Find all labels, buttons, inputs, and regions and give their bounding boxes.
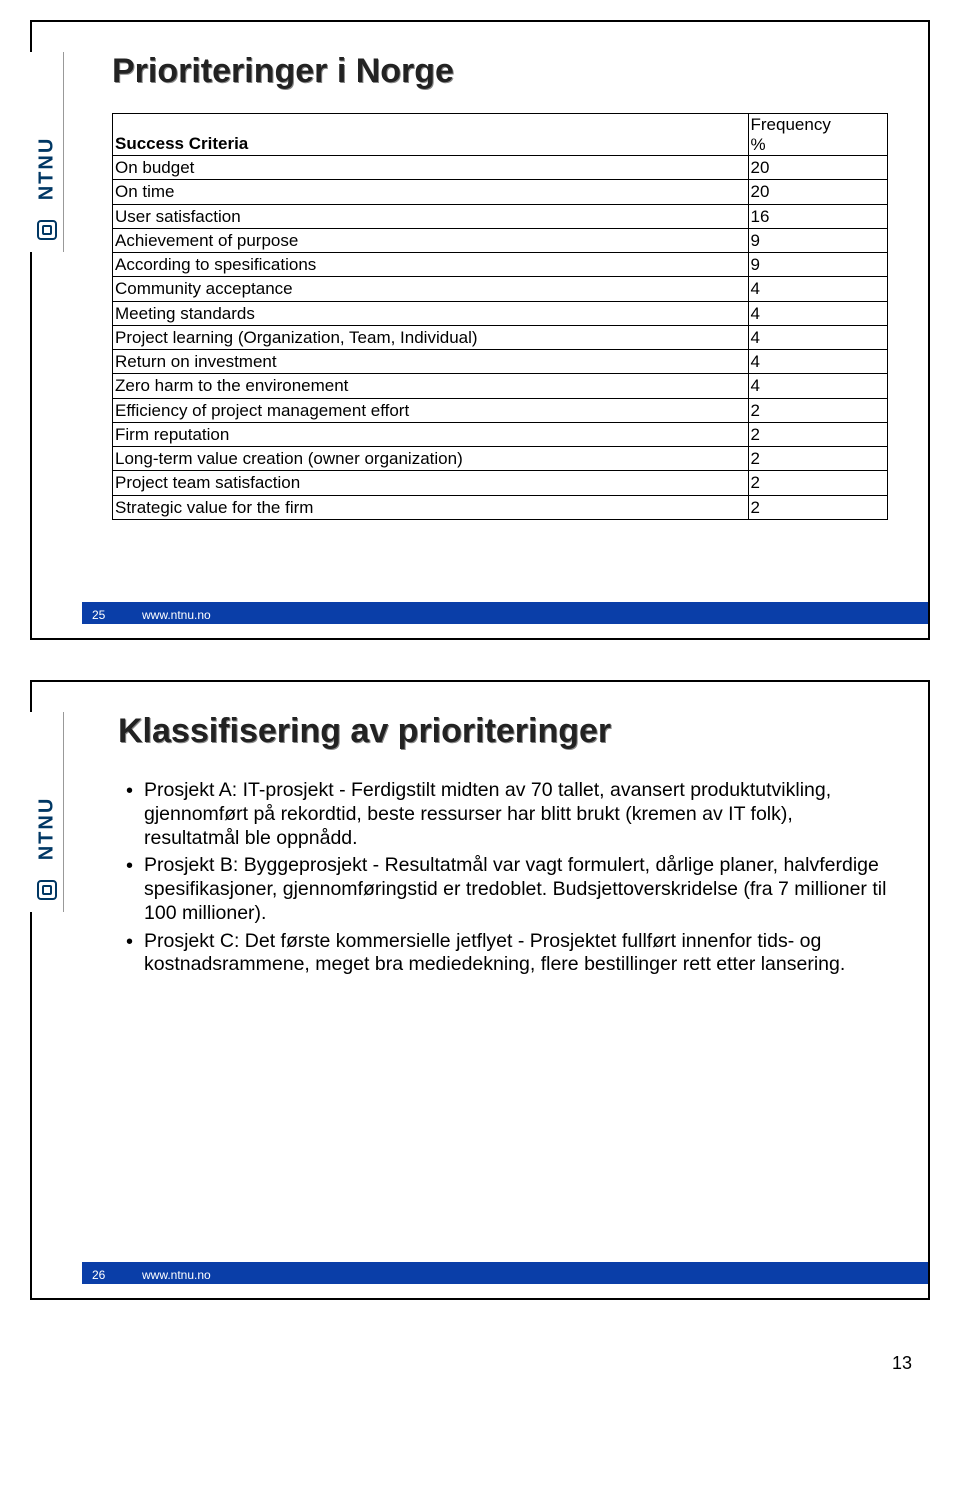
table-row: On time20 xyxy=(113,180,888,204)
bullet-item: Prosjekt C: Det første kommersielle jetf… xyxy=(126,930,888,978)
footer-url: www.ntnu.no xyxy=(142,608,211,622)
criteria-cell: Community acceptance xyxy=(113,277,749,301)
slide-2-title: Klassifisering av prioriteringer xyxy=(112,712,888,751)
value-cell: 2 xyxy=(748,422,888,446)
criteria-cell: User satisfaction xyxy=(113,204,749,228)
criteria-table: Success Criteria Frequency % On budget20… xyxy=(112,113,888,520)
table-header-frequency: Frequency % xyxy=(748,114,888,156)
slide-number: 26 xyxy=(92,1268,105,1282)
bullet-item: Prosjekt B: Byggeprosjekt - Resultatmål … xyxy=(126,854,888,925)
value-cell: 2 xyxy=(748,471,888,495)
value-cell: 9 xyxy=(748,228,888,252)
ntnu-logo: NTNU xyxy=(30,712,64,912)
footer-url: www.ntnu.no xyxy=(142,1268,211,1282)
table-row: Efficiency of project management effort2 xyxy=(113,398,888,422)
slide-1-content: Prioriteringer i Norge Success Criteria … xyxy=(82,22,928,550)
slide-1: NTNU Prioriteringer i Norge Success Crit… xyxy=(30,20,930,640)
value-cell: 20 xyxy=(748,180,888,204)
criteria-cell: Achievement of purpose xyxy=(113,228,749,252)
criteria-cell: Zero harm to the environement xyxy=(113,374,749,398)
criteria-cell: On time xyxy=(113,180,749,204)
ntnu-logo-text: NTNU xyxy=(35,137,58,201)
ntnu-logo-text: NTNU xyxy=(35,797,58,861)
criteria-cell: Efficiency of project management effort xyxy=(113,398,749,422)
table-row: On budget20 xyxy=(113,156,888,180)
table-row: User satisfaction16 xyxy=(113,204,888,228)
table-row: Project learning (Organization, Team, In… xyxy=(113,325,888,349)
value-cell: 4 xyxy=(748,374,888,398)
ntnu-logo: NTNU xyxy=(30,52,64,252)
slide-2: NTNU Klassifisering av prioriteringer Pr… xyxy=(30,680,930,1300)
table-row: Achievement of purpose9 xyxy=(113,228,888,252)
value-cell: 20 xyxy=(748,156,888,180)
value-cell: 4 xyxy=(748,350,888,374)
slide-2-content: Klassifisering av prioriteringer Prosjek… xyxy=(82,682,928,1011)
criteria-cell: Strategic value for the firm xyxy=(113,495,749,519)
criteria-cell: According to spesifications xyxy=(113,253,749,277)
bullet-item: Prosjekt A: IT-prosjekt - Ferdigstilt mi… xyxy=(126,779,888,850)
table-header-criteria: Success Criteria xyxy=(113,114,749,156)
table-row: According to spesifications9 xyxy=(113,253,888,277)
table-row: Strategic value for the firm2 xyxy=(113,495,888,519)
page-number: 13 xyxy=(892,1353,912,1374)
value-cell: 9 xyxy=(748,253,888,277)
bullet-list: Prosjekt A: IT-prosjekt - Ferdigstilt mi… xyxy=(112,779,888,977)
table-row: Long-term value creation (owner organiza… xyxy=(113,447,888,471)
table-row: Firm reputation2 xyxy=(113,422,888,446)
criteria-cell: On budget xyxy=(113,156,749,180)
criteria-cell: Firm reputation xyxy=(113,422,749,446)
criteria-cell: Return on investment xyxy=(113,350,749,374)
table-row: Community acceptance4 xyxy=(113,277,888,301)
table-row: Meeting standards4 xyxy=(113,301,888,325)
value-cell: 2 xyxy=(748,447,888,471)
criteria-cell: Project learning (Organization, Team, In… xyxy=(113,325,749,349)
slide-number: 25 xyxy=(92,608,105,622)
table-row: Return on investment4 xyxy=(113,350,888,374)
criteria-cell: Long-term value creation (owner organiza… xyxy=(113,447,749,471)
value-cell: 2 xyxy=(748,398,888,422)
value-cell: 16 xyxy=(748,204,888,228)
criteria-cell: Project team satisfaction xyxy=(113,471,749,495)
table-row: Zero harm to the environement4 xyxy=(113,374,888,398)
criteria-cell: Meeting standards xyxy=(113,301,749,325)
value-cell: 2 xyxy=(748,495,888,519)
ntnu-logo-symbol xyxy=(37,220,57,240)
value-cell: 4 xyxy=(748,325,888,349)
value-cell: 4 xyxy=(748,301,888,325)
value-cell: 4 xyxy=(748,277,888,301)
slide-1-title: Prioriteringer i Norge xyxy=(112,52,888,91)
ntnu-logo-symbol xyxy=(37,880,57,900)
table-row: Project team satisfaction2 xyxy=(113,471,888,495)
